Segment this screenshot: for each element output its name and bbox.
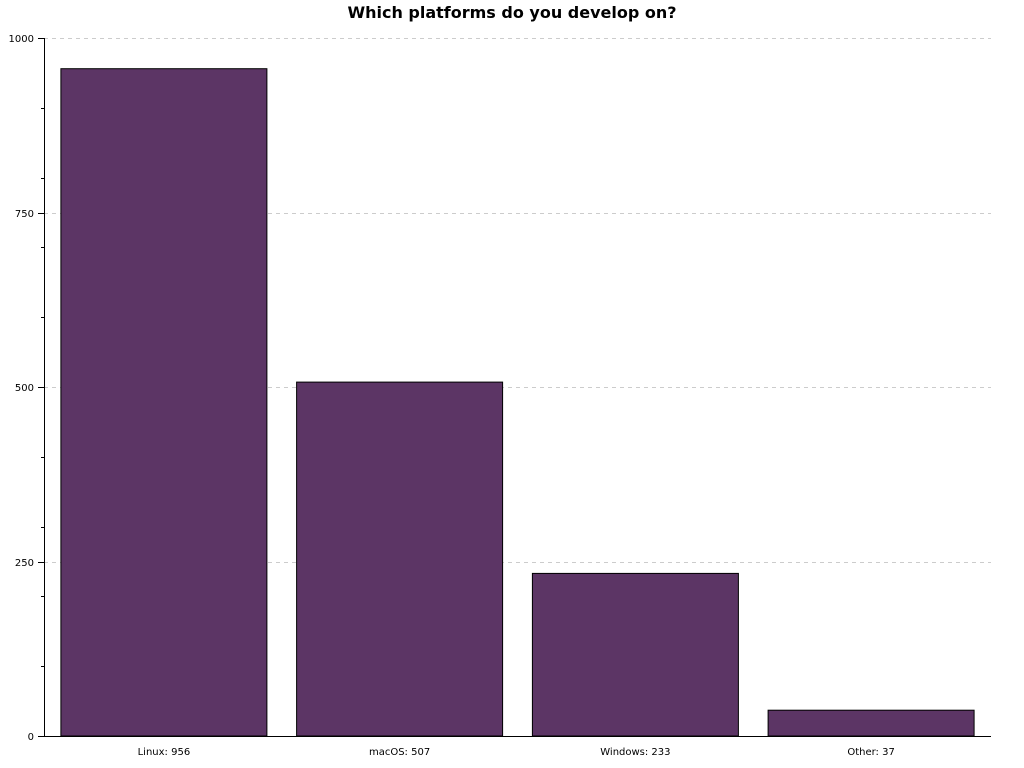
y-tick-label: 1000 — [9, 34, 34, 45]
bar-windows — [531, 572, 739, 737]
x-tick-label: Windows: 233 — [600, 747, 670, 758]
chart-title: Which platforms do you develop on? — [347, 3, 677, 22]
bar-linux — [60, 68, 268, 737]
y-tick-label: 750 — [15, 209, 34, 220]
y-tick-label: 250 — [15, 558, 34, 569]
x-tick-label: Linux: 956 — [138, 747, 191, 758]
y-tick-label: 0 — [28, 732, 34, 743]
bar-other — [767, 709, 975, 737]
y-tick-label: 500 — [15, 383, 34, 394]
x-tick-label: Other: 37 — [847, 747, 895, 758]
x-tick-label: macOS: 507 — [369, 747, 430, 758]
bar-macos — [296, 381, 504, 737]
